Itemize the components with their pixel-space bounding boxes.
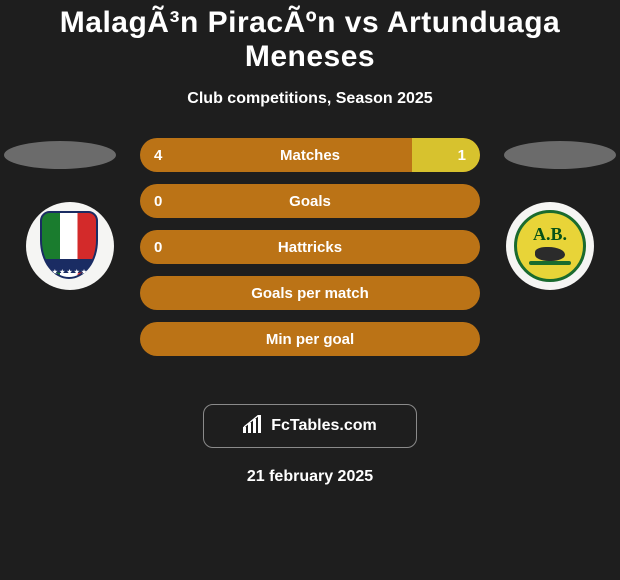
stat-value-left: 4 bbox=[154, 147, 162, 164]
panther-icon bbox=[535, 247, 565, 261]
stat-bars: Matches41Goals0Hattricks0Goals per match… bbox=[140, 138, 480, 368]
player-shadow-right bbox=[504, 141, 616, 169]
brand-text: FcTables.com bbox=[271, 417, 377, 435]
stat-value-left: 0 bbox=[154, 193, 162, 210]
stat-label: Matches bbox=[140, 147, 480, 164]
stat-value-right: 1 bbox=[458, 147, 466, 164]
club-badge-right: A.B. bbox=[506, 202, 594, 290]
stat-bar: Min per goal bbox=[140, 322, 480, 356]
stat-bar: Matches4 1 bbox=[140, 138, 480, 172]
stars-icon: ★★★★★ bbox=[40, 268, 100, 276]
stat-label: Goals per match bbox=[140, 285, 480, 302]
stat-label: Goals bbox=[140, 193, 480, 210]
chart-area: ★★★★★ A.B. Matches41Goals0Hattricks0Goal… bbox=[0, 138, 620, 398]
shield-icon: ★★★★★ bbox=[40, 211, 100, 281]
subtitle: Club competitions, Season 2025 bbox=[0, 90, 620, 108]
club-badge-left: ★★★★★ bbox=[26, 202, 114, 290]
page-title: MalagÃ³n PiracÃºn vs Artunduaga Meneses bbox=[0, 6, 620, 74]
stat-label: Min per goal bbox=[140, 331, 480, 348]
stat-label: Hattricks bbox=[140, 239, 480, 256]
badge-initials: A.B. bbox=[533, 224, 567, 245]
bars-chart-icon bbox=[243, 415, 265, 438]
brand-footer: FcTables.com bbox=[203, 404, 417, 448]
stat-bar: Hattricks0 bbox=[140, 230, 480, 264]
stat-bar: Goals per match bbox=[140, 276, 480, 310]
comparison-card: MalagÃ³n PiracÃºn vs Artunduaga Meneses … bbox=[0, 0, 620, 580]
player-shadow-left bbox=[4, 141, 116, 169]
date-line: 21 february 2025 bbox=[0, 468, 620, 486]
stat-bar: Goals0 bbox=[140, 184, 480, 218]
circle-badge-icon: A.B. bbox=[514, 210, 586, 282]
stat-value-left: 0 bbox=[154, 239, 162, 256]
